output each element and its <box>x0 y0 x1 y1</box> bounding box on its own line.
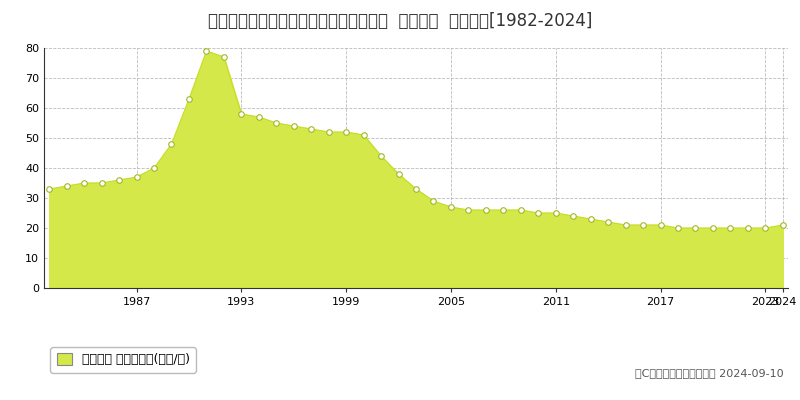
Legend: 地価公示 平均坊単価(万円/坊): 地価公示 平均坊単価(万円/坊) <box>50 347 196 372</box>
Text: （C）土地価格ドットコム 2024-09-10: （C）土地価格ドットコム 2024-09-10 <box>635 368 784 378</box>
Text: 大阪府河内長野市汐の宮町１４５番１８  地価公示  地価推移[1982-2024]: 大阪府河内長野市汐の宮町１４５番１８ 地価公示 地価推移[1982-2024] <box>208 12 592 30</box>
